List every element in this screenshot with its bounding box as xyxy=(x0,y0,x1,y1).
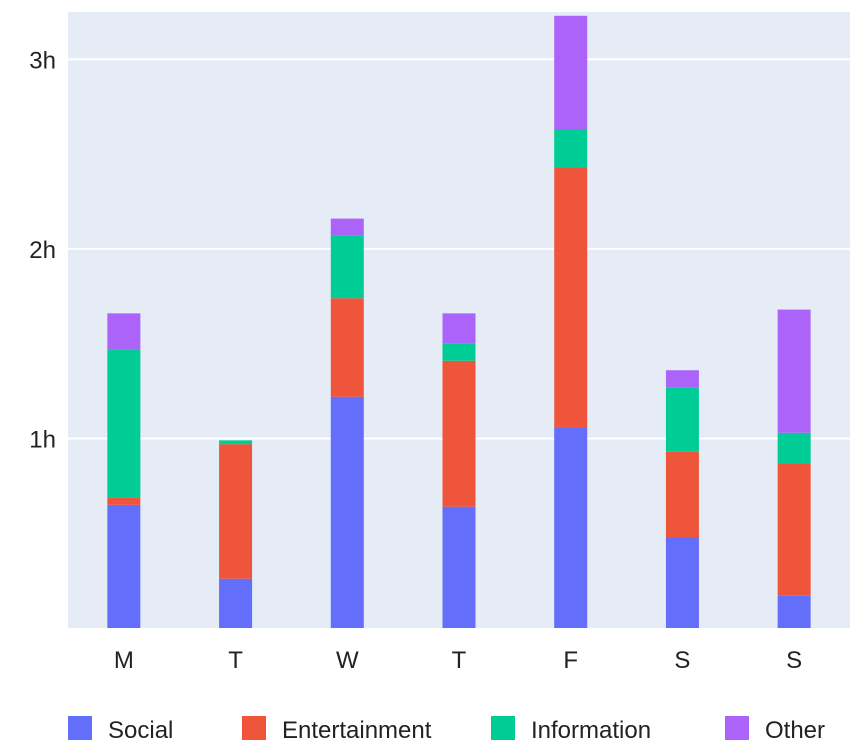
bars xyxy=(107,15,811,628)
x-tick-label-1: T xyxy=(228,647,243,674)
bar-other-6 xyxy=(777,309,811,433)
legend-swatch-entertainment xyxy=(242,716,266,740)
bar-other-4 xyxy=(554,15,588,130)
bar-entertainment-3 xyxy=(442,360,476,507)
bar-social-3 xyxy=(442,506,476,628)
bar-entertainment-0 xyxy=(107,497,141,505)
y-tick-label-0: 1h xyxy=(29,426,56,453)
bar-entertainment-1 xyxy=(219,444,253,579)
x-tick-label-5: S xyxy=(674,647,690,674)
bar-information-1 xyxy=(219,440,253,445)
bar-social-5 xyxy=(665,537,699,628)
legend-swatch-other xyxy=(725,716,749,740)
legend: Social Entertainment Information Other xyxy=(68,716,825,744)
bar-entertainment-4 xyxy=(554,167,588,428)
y-axis-tick-labels: 1h 2h 3h xyxy=(29,47,56,453)
legend-label-information: Information xyxy=(531,717,651,744)
legend-swatch-social xyxy=(68,716,92,740)
bar-social-2 xyxy=(330,396,364,628)
bar-information-2 xyxy=(330,235,364,299)
bar-information-0 xyxy=(107,349,141,498)
bar-social-0 xyxy=(107,504,141,628)
bar-information-4 xyxy=(554,129,588,168)
bar-social-6 xyxy=(777,595,811,628)
bar-information-5 xyxy=(665,387,699,452)
bar-social-1 xyxy=(219,578,253,628)
x-tick-label-6: S xyxy=(786,647,802,674)
x-tick-label-4: F xyxy=(563,647,578,674)
x-tick-label-3: T xyxy=(452,647,467,674)
bar-other-5 xyxy=(665,370,699,388)
bar-entertainment-5 xyxy=(665,451,699,538)
bar-entertainment-2 xyxy=(330,298,364,397)
y-tick-label-2: 3h xyxy=(29,47,56,74)
legend-swatch-information xyxy=(491,716,515,740)
y-tick-label-1: 2h xyxy=(29,237,56,264)
bar-other-0 xyxy=(107,313,141,350)
bar-social-4 xyxy=(554,427,588,628)
legend-label-other: Other xyxy=(765,717,825,744)
x-tick-label-2: W xyxy=(336,647,359,674)
x-tick-label-0: M xyxy=(114,647,134,674)
bar-other-3 xyxy=(442,313,476,344)
legend-label-social: Social xyxy=(108,717,173,744)
bar-information-3 xyxy=(442,343,476,361)
bar-other-2 xyxy=(330,218,364,236)
bar-entertainment-6 xyxy=(777,463,811,596)
bar-information-6 xyxy=(777,432,811,464)
legend-label-entertainment: Entertainment xyxy=(282,717,432,744)
